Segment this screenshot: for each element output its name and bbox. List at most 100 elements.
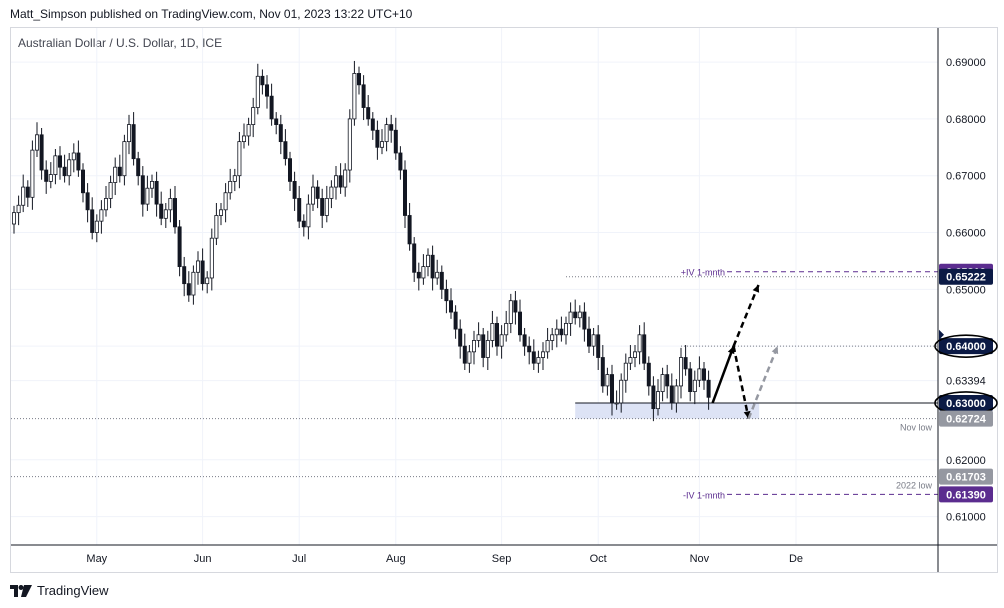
candle-body (76, 152, 81, 171)
candle-body (504, 323, 509, 336)
candle-body (513, 300, 518, 313)
candle-body (39, 134, 44, 171)
y-tick-label: 0.61000 (946, 512, 986, 524)
candle-body (361, 84, 366, 108)
candle-body (35, 134, 40, 151)
y-tick-label: 0.69000 (946, 57, 986, 69)
candle-body (591, 334, 596, 347)
candle-body (113, 166, 118, 183)
candle-body (564, 323, 569, 336)
candle-body (25, 186, 30, 198)
candle-body (301, 220, 306, 228)
candle-body (536, 357, 541, 364)
candle-body (559, 328, 564, 336)
candle-body (688, 368, 693, 393)
price-badge (939, 338, 993, 355)
candle-body (260, 75, 265, 86)
price-badge-label: 0.61390 (946, 489, 986, 501)
candle-body (200, 260, 205, 285)
tradingview-logo-icon (10, 584, 32, 597)
candle-body (241, 135, 246, 143)
candle-body (656, 391, 661, 410)
arrow-up-grey-head (771, 346, 779, 355)
candle-body (30, 149, 35, 198)
candle-body (191, 271, 196, 296)
candle-body (62, 166, 67, 177)
candle-body (485, 340, 490, 358)
candle-body (577, 311, 582, 319)
candle-body (90, 209, 95, 233)
candle-body (366, 107, 371, 120)
candle-body (425, 254, 430, 268)
arrow-up-solid (711, 345, 735, 404)
candle-body (458, 328, 463, 347)
price-badge (939, 394, 993, 411)
candle-body (554, 328, 559, 336)
candle-body (651, 385, 656, 410)
candle-body (623, 362, 628, 381)
tradingview-brand[interactable]: TradingView (37, 583, 109, 598)
candle-body (393, 129, 398, 154)
price-level-note: +IV 1-mnth (681, 268, 725, 278)
candle-body (407, 215, 412, 245)
symbol-title[interactable]: Australian Dollar / U.S. Dollar, 1D, ICE (18, 36, 223, 50)
candle-body (605, 374, 610, 387)
x-tick-label: May (86, 553, 107, 565)
x-tick-label: Jul (292, 553, 306, 565)
candle-body (177, 226, 182, 268)
arrow-up-grey (747, 345, 779, 420)
candle-body (702, 368, 707, 381)
candle-body (646, 362, 651, 387)
candle-body (283, 141, 288, 160)
candle-body (356, 73, 361, 86)
candle-body (545, 340, 550, 353)
candle-body (674, 385, 679, 404)
candle-body (186, 283, 191, 296)
candle-body (274, 118, 279, 125)
candle-body (619, 379, 624, 404)
candle-body (168, 198, 173, 211)
candle-body (320, 198, 325, 216)
candle-body (232, 175, 237, 182)
candlestick-series (11, 60, 711, 422)
candle-body (255, 75, 260, 108)
candle-body (416, 271, 421, 279)
y-tick-label: 0.62000 (946, 455, 986, 467)
candle-body (264, 84, 269, 97)
candle-body (637, 334, 642, 353)
price-badge (939, 268, 993, 285)
candle-body (182, 266, 187, 285)
candle-body (94, 220, 99, 233)
candle-body (324, 198, 329, 216)
candle-body (508, 300, 513, 324)
candle-body (375, 129, 380, 148)
candle-body (518, 311, 523, 336)
candle-body (338, 175, 343, 188)
price-badge-label: 0.63000 (946, 398, 986, 410)
candle-body (251, 107, 256, 125)
candle-body (568, 311, 573, 324)
candle-body (127, 124, 132, 143)
candle-body (471, 340, 476, 353)
candle-body (140, 175, 145, 205)
x-tick-label: Nov (690, 553, 710, 565)
x-tick-label: Jun (194, 553, 212, 565)
price-badge-label: 0.62724 (946, 414, 987, 426)
candle-body (587, 328, 592, 347)
candle-body (352, 73, 357, 120)
candle-body (108, 182, 113, 199)
candle-body (660, 374, 665, 393)
candle-body (71, 152, 76, 161)
price-badge-label: 0.64000 (946, 341, 986, 353)
candle-body (85, 192, 90, 211)
candle-body (104, 198, 109, 211)
candle-body (218, 209, 223, 216)
candle-body (669, 385, 674, 404)
candle-body (412, 243, 417, 273)
candle-body (462, 345, 467, 364)
candle-body (48, 174, 53, 182)
candle-body (11, 212, 16, 225)
candle-body (550, 334, 555, 341)
x-tick-label: Aug (386, 553, 406, 565)
